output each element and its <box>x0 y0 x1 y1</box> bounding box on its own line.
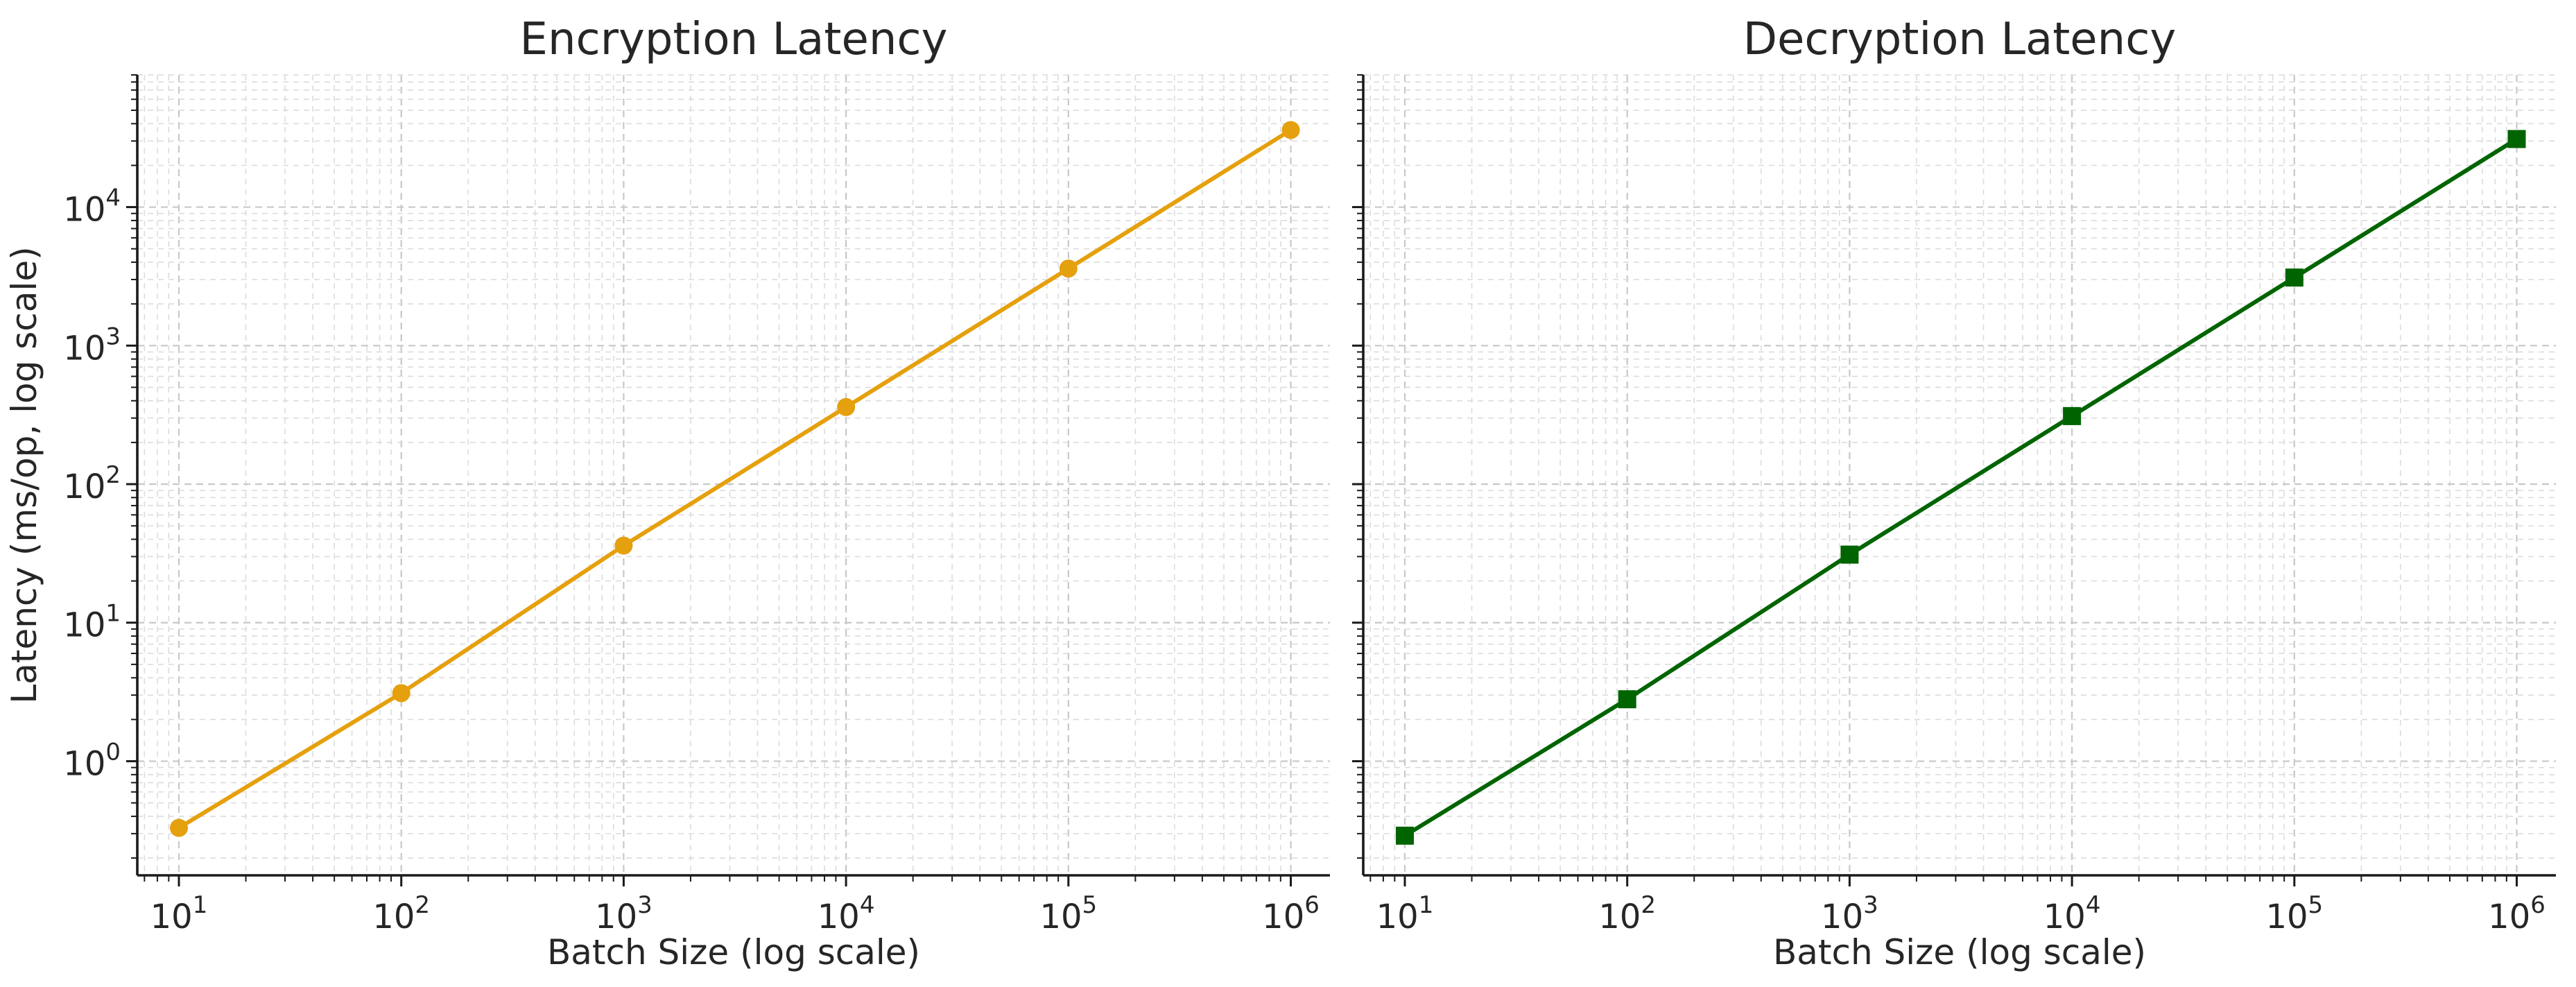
x-tick-label: 101 <box>150 891 208 936</box>
x-tick-label: 102 <box>372 891 430 936</box>
data-point-marker <box>392 684 410 703</box>
y-tick-label: 101 <box>63 600 121 645</box>
y-tick-label: 104 <box>63 184 121 230</box>
y-tick-label: 103 <box>63 323 121 368</box>
data-point-marker <box>2507 130 2526 148</box>
data-point-marker <box>169 818 188 837</box>
data-point-marker <box>2285 268 2303 287</box>
y-axis-label: Latency (ms/op, log scale) <box>4 246 44 703</box>
data-point-marker <box>1618 690 1636 709</box>
data-point-marker <box>1840 545 1859 564</box>
data-point-marker <box>2063 406 2082 425</box>
x-tick-label: 106 <box>1262 891 1320 936</box>
y-tick-label: 102 <box>63 461 121 506</box>
axes-layer: 101 102 103 104 105 106 <box>1352 74 2556 936</box>
data-point-marker <box>1281 121 1300 139</box>
y-tick-label: 100 <box>63 738 121 783</box>
series-layer <box>1395 130 2526 845</box>
x-tick-label: 101 <box>1376 891 1434 936</box>
data-point-marker <box>1059 259 1078 278</box>
data-point-marker <box>614 536 633 555</box>
axes-layer: 101 102 103 104 105 106 100 101 102 103 104 <box>63 74 1330 936</box>
encryption-latency-panel: 101 102 103 104 105 106 100 101 102 103 104 Encryp… <box>4 14 1330 972</box>
grid-layer <box>137 74 1330 875</box>
data-point-marker <box>837 397 856 416</box>
x-tick-label: 103 <box>1821 891 1878 936</box>
data-point-marker <box>1395 826 1414 845</box>
x-axis-label: Batch Size (log scale) <box>1773 932 2146 972</box>
chart-title: Decryption Latency <box>1743 14 2177 65</box>
series-line <box>1403 137 2518 838</box>
x-tick-label: 105 <box>1039 891 1097 936</box>
x-tick-label: 106 <box>2488 891 2545 936</box>
series-layer <box>169 121 1300 837</box>
x-tick-label: 103 <box>595 891 652 936</box>
decryption-latency-panel: 101 102 103 104 105 106 Decryption Latency Ba… <box>1352 14 2556 972</box>
series-line <box>178 128 1293 830</box>
x-tick-label: 104 <box>818 891 875 936</box>
chart-title: Encryption Latency <box>520 14 948 65</box>
x-tick-label: 105 <box>2265 891 2323 936</box>
x-tick-label: 102 <box>1598 891 1656 936</box>
x-axis-label: Batch Size (log scale) <box>547 932 920 972</box>
grid-layer <box>1363 74 2556 875</box>
x-tick-label: 104 <box>2043 891 2101 936</box>
